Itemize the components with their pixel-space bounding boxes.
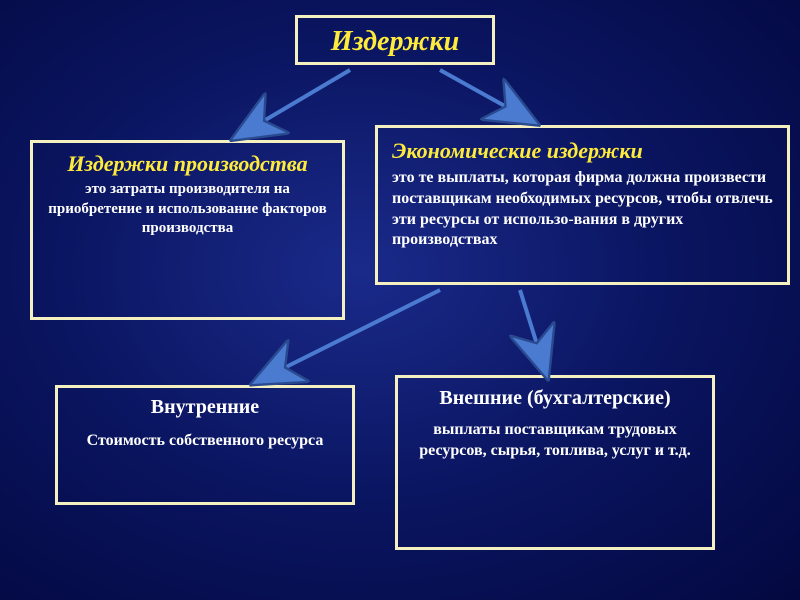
- node-production-title: Издержки производства: [45, 151, 330, 176]
- node-root: Издержки: [295, 15, 495, 65]
- node-economic: Экономические издержки это те выплаты, к…: [375, 125, 790, 285]
- edge-root-economic: [440, 70, 530, 120]
- node-external-desc: выплаты поставщикам трудовых ресурсов, с…: [410, 420, 700, 462]
- node-external: Внешние (бухгалтерские) выплаты поставщи…: [395, 375, 715, 550]
- node-internal: Внутренние Стоимость собственного ресурс…: [55, 385, 355, 505]
- edge-economic-external: [520, 290, 545, 370]
- node-root-title: Издержки: [310, 26, 480, 58]
- edge-root-production: [240, 70, 350, 135]
- node-production: Издержки производства это затраты произв…: [30, 140, 345, 320]
- node-economic-title: Экономические издержки: [392, 138, 773, 164]
- node-internal-desc: Стоимость собственного ресурса: [70, 431, 340, 452]
- node-internal-title: Внутренние: [70, 396, 340, 419]
- node-production-desc: это затраты производителя на приобретени…: [45, 180, 330, 239]
- node-external-title: Внешние (бухгалтерские): [410, 386, 700, 410]
- node-economic-desc: это те выплаты, которая фирма должна про…: [392, 168, 773, 251]
